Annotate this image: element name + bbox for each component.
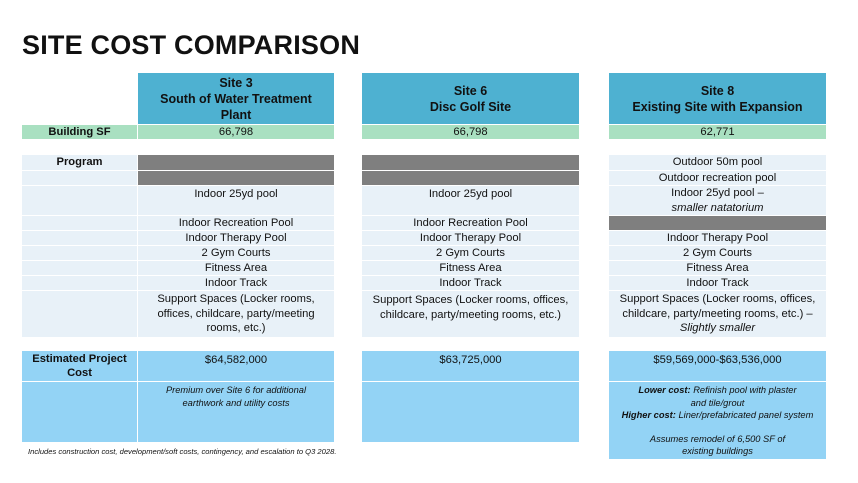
program-label-spacer-1 [22,171,137,185]
site-8-support-note: Slightly smaller [679,322,756,335]
site-8-lower-cost-text-2: and tile/grout [690,397,745,408]
site-8-higher-cost-label: Higher cost: [621,410,676,420]
site-8-support-text: Support Spaces (Locker rooms, offices, c… [619,293,816,320]
header-site-3: Site 3 South of Water Treatment Plant [138,73,334,124]
estimated-cost-label-line1: Estimated Project [32,352,127,365]
site-3-program-blank-1 [138,155,334,170]
site-3-program-blank-2 [138,171,334,185]
notes-label-cell [22,382,137,442]
program-label-spacer-8 [22,291,137,337]
site-6-cost-note [362,382,579,442]
header-site-3-line1: Site 3 [219,75,253,90]
header-site-8-line1: Site 8 [700,83,735,98]
site-6-indoor-25yd-pool: Indoor 25yd pool [362,186,579,215]
header-site-3-line2: South of Water Treatment [160,91,312,106]
site-8-cost-note: Lower cost: Refinish pool with plaster a… [609,382,826,459]
building-sf-site-6: 66,798 [362,125,579,139]
program-label-spacer-7 [22,276,137,290]
site-6-support-spaces: Support Spaces (Locker rooms, offices, c… [362,291,579,337]
site-6-fitness-area: Fitness Area [362,261,579,275]
estimated-cost-site-6: $63,725,000 [362,351,579,381]
site-8-assumes-line2: existing buildings [682,446,753,456]
estimated-cost-site-3: $64,582,000 [138,351,334,381]
site-3-gym-courts: 2 Gym Courts [138,246,334,260]
header-site-8: Site 8 Existing Site with Expansion [609,73,826,124]
site-8-program-blank [609,216,826,230]
site-6-indoor-therapy-pool: Indoor Therapy Pool [362,231,579,245]
site-8-indoor-25yd-pool: Indoor 25yd pool – smaller natatorium [609,186,826,215]
site-3-indoor-25yd-pool: Indoor 25yd pool [138,186,334,215]
site-8-indoor-therapy-pool: Indoor Therapy Pool [609,231,826,245]
site-3-cost-note: Premium over Site 6 for additional earth… [138,382,334,442]
program-label-spacer-5 [22,246,137,260]
site-6-indoor-recreation-pool: Indoor Recreation Pool [362,216,579,230]
site-3-fitness-area: Fitness Area [138,261,334,275]
site-6-gym-courts: 2 Gym Courts [362,246,579,260]
program-label-spacer-4 [22,231,137,245]
site-3-indoor-track: Indoor Track [138,276,334,290]
site-3-support-spaces: Support Spaces (Locker rooms, offices, c… [138,291,334,337]
site-8-outdoor-50m-pool: Outdoor 50m pool [609,155,826,170]
site-8-higher-cost-line: Higher cost: Liner/prefabricated panel s… [622,409,814,422]
building-sf-label: Building SF [22,125,137,139]
site-3-indoor-therapy-pool: Indoor Therapy Pool [138,231,334,245]
program-label: Program [22,155,137,170]
estimated-cost-label-line2: Cost [67,367,92,379]
site-6-program-blank-1 [362,155,579,170]
site-8-lower-cost-text: Refinish pool with plaster [693,385,797,395]
program-label-spacer-2 [22,186,137,215]
site-8-fitness-area: Fitness Area [609,261,826,275]
header-site-3-line3: Plant [220,107,252,122]
site-8-lower-cost-line: Lower cost: Refinish pool with plaster [638,384,796,397]
header-site-6-line1: Site 6 [453,83,488,98]
building-sf-site-8: 62,771 [609,125,826,139]
program-label-spacer-3 [22,216,137,230]
site-8-assumes-line1: Assumes remodel of 6,500 SF of [649,433,786,444]
site-8-indoor-track: Indoor Track [609,276,826,290]
footnote: Includes construction cost, development/… [28,447,337,456]
site-8-gym-courts: 2 Gym Courts [609,246,826,260]
page-title: SITE COST COMPARISON [22,30,361,60]
program-label-spacer-6 [22,261,137,275]
site-8-lower-cost-label: Lower cost: [638,385,691,395]
site-3-indoor-recreation-pool: Indoor Recreation Pool [138,216,334,230]
header-site-6-line2: Disc Golf Site [429,99,512,114]
header-site-6: Site 6 Disc Golf Site [362,73,579,124]
header-site-8-line2: Existing Site with Expansion [632,99,803,114]
site-8-indoor-pool-text: Indoor 25yd pool – [671,187,764,199]
estimated-cost-site-8: $59,569,000-$63,536,000 [609,351,826,381]
site-6-program-blank-2 [362,171,579,185]
site-8-support-spaces: Support Spaces (Locker rooms, offices, c… [609,291,826,337]
site-8-outdoor-recreation-pool: Outdoor recreation pool [609,171,826,185]
site-8-higher-cost-text: Liner/prefabricated panel system [678,410,814,420]
site-6-indoor-track: Indoor Track [362,276,579,290]
site-8-indoor-pool-note: smaller natatorium [671,201,764,214]
building-sf-site-3: 66,798 [138,125,334,139]
estimated-cost-label: Estimated Project Cost [22,351,137,381]
